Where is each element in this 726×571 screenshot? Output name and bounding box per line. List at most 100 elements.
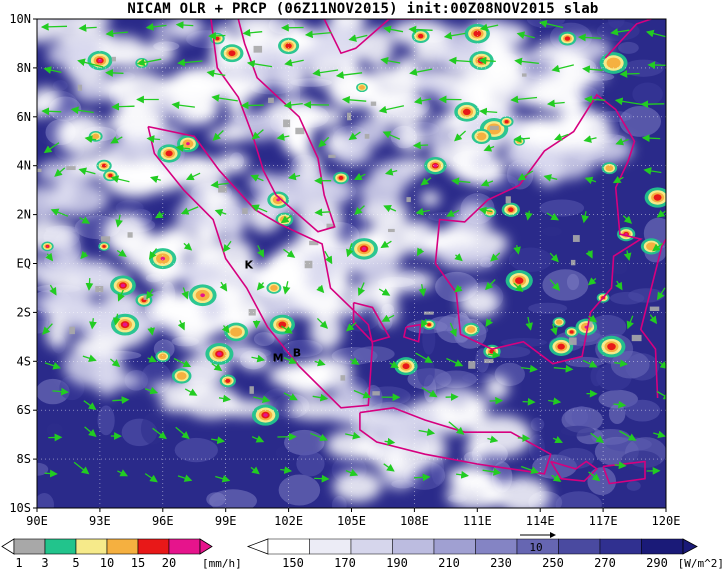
- olr-legend-swatch: [392, 538, 435, 555]
- wind-vector-arrow: [52, 387, 69, 396]
- olr-legend: 150 170 190 210 230 250 270 290 10 [W/m^2]: [246, 532, 724, 570]
- wind-vector-arrow: [657, 287, 666, 301]
- wind-vector-arrow: [314, 358, 326, 367]
- prcp-legend-unit: [mm/h]: [202, 557, 242, 570]
- wind-vector-arrow: [645, 29, 666, 38]
- wind-vector-arrow: [43, 66, 62, 74]
- wind-vector-arrow: [219, 281, 228, 292]
- wind-vector-arrow: [380, 56, 401, 65]
- wind-vector-arrow: [316, 317, 329, 329]
- prcp-legend-swatch: [106, 538, 139, 555]
- prcp-legend-label: 5: [72, 556, 79, 570]
- wind-vector-arrow: [40, 22, 68, 31]
- wind-vector-arrow: [318, 136, 330, 148]
- wind-vector-arrow: [490, 252, 501, 262]
- wind-vector-arrow: [516, 31, 535, 39]
- x-tick-label: 105E: [337, 514, 366, 528]
- olr-legend-swatch: [599, 538, 642, 555]
- wind-vector-arrow: [539, 19, 564, 29]
- wind-vector-arrow: [485, 279, 496, 291]
- wind-vector-arrow: [588, 471, 601, 482]
- x-tick-label: 120E: [652, 514, 681, 528]
- wind-vector-arrow: [78, 24, 97, 32]
- wind-vector-arrow: [584, 176, 597, 185]
- y-tick-label: EQ: [17, 257, 31, 271]
- wind-vector-arrow: [215, 474, 231, 483]
- wind-vector-arrow: [240, 101, 264, 110]
- wind-vector-arrow: [577, 33, 602, 42]
- wind-vector-arrow: [42, 323, 53, 335]
- wind-vector-arrow: [144, 473, 158, 483]
- wind-vector-arrow: [212, 130, 224, 141]
- olr-legend-label: 170: [334, 556, 356, 570]
- wind-vector-arrow: [517, 170, 534, 181]
- x-tick-label: 114E: [526, 514, 555, 528]
- wind-vector-arrow: [345, 431, 361, 440]
- wind-vector-arrow: [448, 56, 472, 65]
- prcp-legend-swatch: [75, 538, 108, 555]
- wind-vector-arrow: [656, 390, 666, 400]
- wind-vector-arrow: [448, 421, 465, 435]
- bangka-coast: [352, 301, 391, 343]
- wind-vector-arrow: [614, 97, 642, 106]
- wind-vector-arrow: [246, 60, 273, 68]
- sumbawa-coast: [602, 460, 646, 485]
- wind-vector-arrow: [449, 322, 457, 337]
- x-tick-label: 99E: [215, 514, 237, 528]
- wind-vector-arrow: [173, 357, 192, 368]
- place-label: B: [293, 346, 301, 359]
- wind-vector-arrow: [312, 393, 329, 402]
- place-label: M: [273, 351, 284, 364]
- wind-vector-arrow: [345, 243, 354, 258]
- wind-vector-arrow: [384, 168, 398, 176]
- grid-lines: [37, 19, 666, 508]
- wind-vector-arrow: [383, 463, 395, 472]
- reference-vector-head: [550, 532, 556, 538]
- wind-vector-arrow: [619, 70, 640, 78]
- wind-vector-arrow: [409, 68, 433, 76]
- wind-vector-arrow: [221, 324, 230, 334]
- java-coast: [359, 406, 552, 475]
- wind-vector-arrow: [415, 207, 430, 216]
- wind-vector-arrow: [115, 214, 123, 228]
- wind-vector-arrow: [181, 287, 189, 300]
- wind-vector-arrow: [49, 284, 57, 296]
- wind-vector-arrow: [613, 400, 627, 409]
- wind-vector-arrow: [335, 71, 363, 79]
- wind-vector-arrow: [284, 58, 304, 67]
- wind-vector-arrow: [581, 211, 589, 224]
- wind-vector-arrow: [136, 58, 162, 67]
- wind-vector-arrow: [283, 392, 298, 401]
- y-axis: 10N 8N 6N 4N 2N EQ 2S 4S 6S 8S 10S: [9, 12, 37, 515]
- wind-vector-arrow: [357, 282, 366, 296]
- olr-legend-label: 230: [490, 556, 512, 570]
- wind-vector-arrow: [443, 31, 466, 40]
- wind-vector-arrow: [525, 316, 534, 331]
- wind-vector-arrow: [615, 280, 623, 291]
- wind-vector-arrow: [256, 282, 265, 291]
- wind-vector-arrow: [314, 474, 330, 483]
- olr-legend-swatch: [309, 538, 352, 555]
- wind-vector-arrow: [418, 284, 427, 297]
- wind-vector-arrow: [83, 400, 97, 410]
- wind-vector-arrow: [517, 434, 531, 443]
- wind-vector-arrow: [446, 209, 460, 217]
- x-tick-label: 108E: [400, 514, 429, 528]
- x-tick-label: 117E: [589, 514, 618, 528]
- wind-vector-arrow: [345, 468, 359, 477]
- y-tick-label: 8N: [17, 61, 31, 75]
- wind-vector-arrow: [276, 133, 290, 141]
- wind-vector-arrow: [251, 204, 268, 213]
- olr-legend-label: 150: [282, 556, 304, 570]
- reference-vector-label: 10: [529, 541, 542, 554]
- wind-vector-arrow: [256, 245, 264, 258]
- wind-vector-arrow: [84, 426, 97, 438]
- wind-vectors: [40, 19, 666, 483]
- wind-vector-arrow: [513, 282, 524, 293]
- wind-vector-arrow: [283, 356, 298, 364]
- wind-vector-arrow: [354, 205, 365, 215]
- y-tick-label: 8S: [17, 452, 31, 466]
- wind-vector-arrow: [312, 68, 339, 77]
- wind-vector-arrow: [610, 28, 630, 36]
- wind-vector-arrow: [513, 135, 530, 143]
